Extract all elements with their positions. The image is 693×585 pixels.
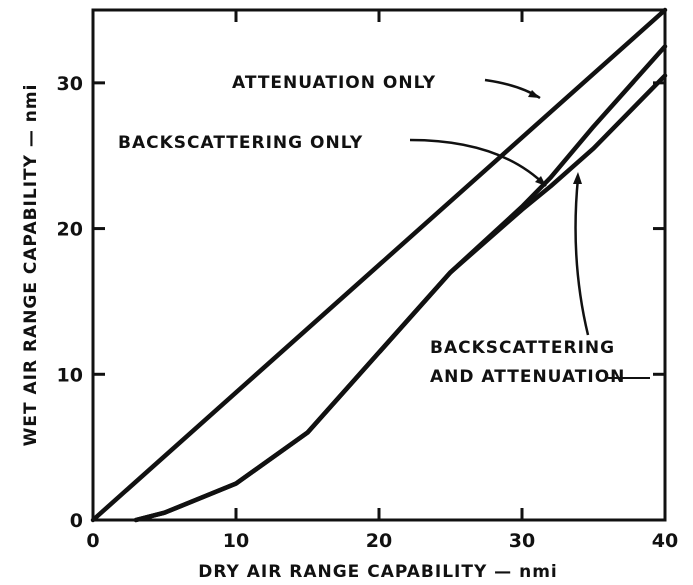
y-tick-label: 20 — [57, 219, 83, 241]
data-line — [90, 7, 668, 523]
y-tick-label: 0 — [70, 510, 83, 532]
arrow-head — [573, 172, 582, 184]
y-tick-label: 10 — [57, 364, 83, 386]
x-tick-label: 0 — [86, 530, 99, 552]
x-axis-label: DRY AIR RANGE CAPABILITY — nmi — [198, 562, 557, 582]
data-line — [133, 44, 668, 523]
x-tick-label: 30 — [509, 530, 535, 552]
arrow — [409, 138, 547, 187]
y-axis-label: WET AIR RANGE CAPABILITY — nmi — [21, 84, 41, 447]
annotation: ATTENUATION ONLY — [232, 73, 436, 93]
data-line — [133, 73, 668, 523]
arrow-head — [528, 90, 540, 98]
annotation: BACKSCATTERING AND ATTENUATION — [430, 338, 626, 387]
arrow — [574, 177, 590, 336]
x-tick-label: 10 — [223, 530, 249, 552]
x-tick-label: 20 — [366, 530, 392, 552]
annotation: BACKSCATTERING ONLY — [118, 133, 363, 153]
y-tick-label: 30 — [57, 73, 83, 95]
x-tick-label: 40 — [652, 530, 678, 552]
